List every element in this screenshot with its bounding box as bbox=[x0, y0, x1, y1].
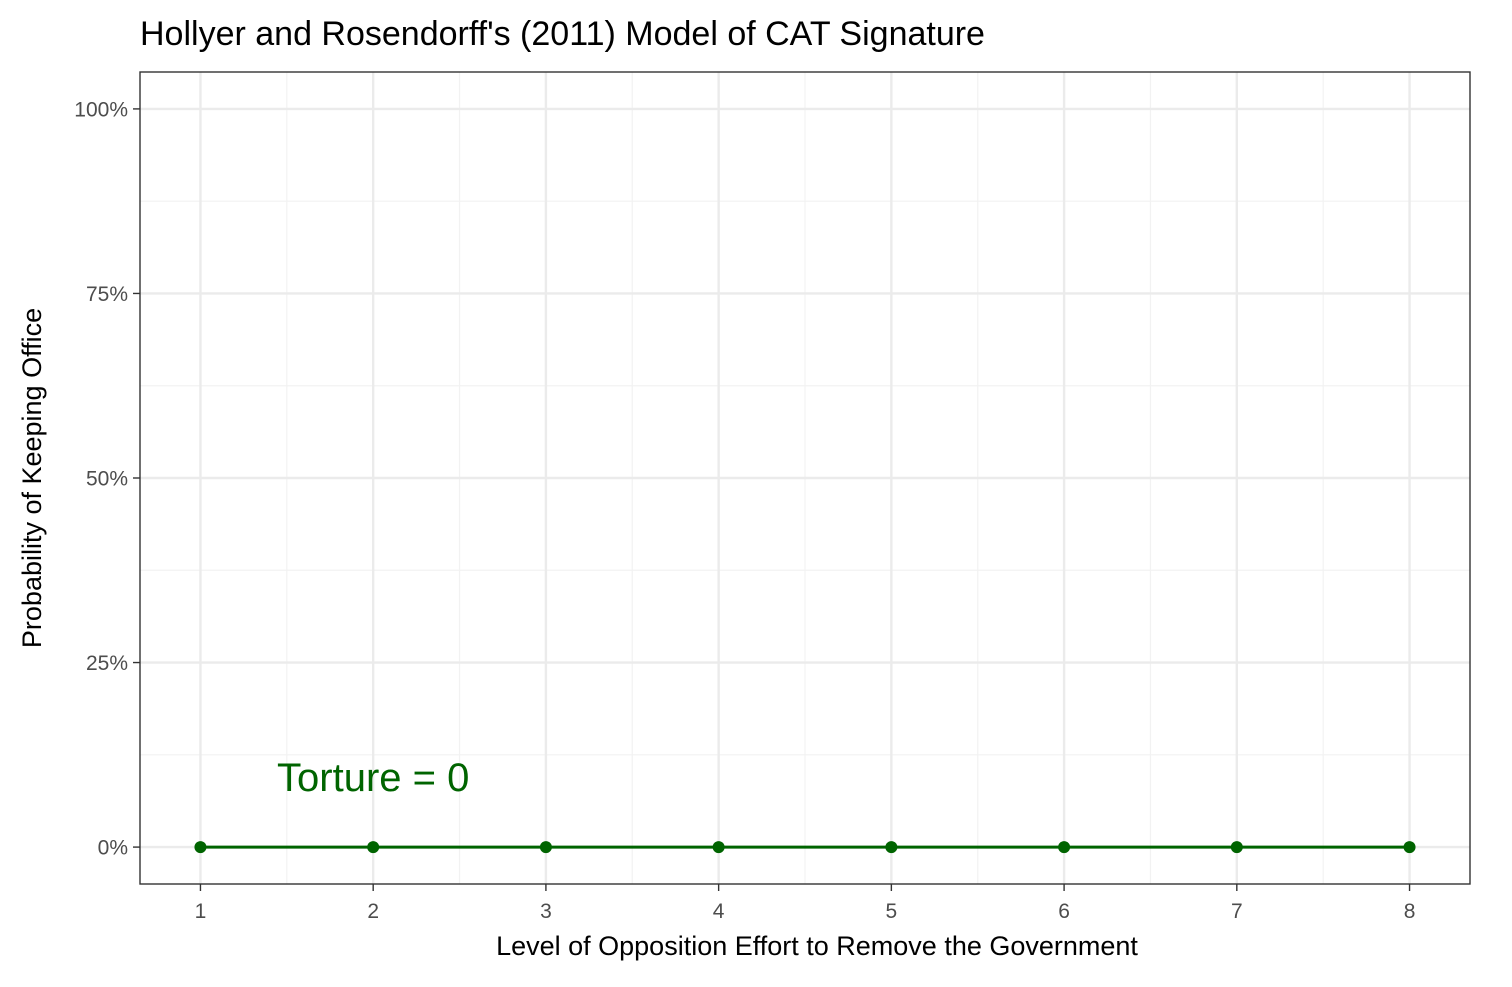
x-tick-label: 7 bbox=[1231, 900, 1243, 923]
data-point bbox=[1058, 841, 1071, 854]
data-point bbox=[1403, 841, 1416, 854]
x-axis-title: Level of Opposition Effort to Remove the… bbox=[496, 931, 1138, 961]
x-tick-label: 2 bbox=[367, 900, 379, 923]
x-tick-label: 8 bbox=[1404, 900, 1416, 923]
y-tick-label: 50% bbox=[86, 468, 128, 491]
y-axis: 0% 25% 50% 75% 100% bbox=[74, 98, 140, 860]
x-tick-label: 6 bbox=[1058, 900, 1070, 923]
data-point bbox=[367, 841, 380, 854]
x-tick-label: 3 bbox=[540, 900, 552, 923]
series-group bbox=[194, 841, 1416, 854]
data-point bbox=[539, 841, 552, 854]
y-tick-label: 100% bbox=[74, 98, 128, 121]
data-point bbox=[194, 841, 207, 854]
y-axis-title: Probability of Keeping Office bbox=[17, 308, 47, 648]
y-tick-label: 25% bbox=[86, 652, 128, 675]
x-tick-label: 4 bbox=[713, 900, 725, 923]
y-tick-label: 75% bbox=[86, 283, 128, 306]
annotation-label: Torture = 0 bbox=[277, 756, 469, 800]
data-point bbox=[712, 841, 725, 854]
x-tick-label: 1 bbox=[195, 900, 207, 923]
data-point bbox=[1230, 841, 1243, 854]
x-axis: 1 2 3 4 5 6 7 8 bbox=[195, 884, 1416, 923]
data-point bbox=[885, 841, 898, 854]
annotations: Torture = 0 bbox=[277, 756, 469, 800]
y-tick-label: 0% bbox=[98, 837, 128, 860]
x-tick-label: 5 bbox=[886, 900, 898, 923]
chart-title: Hollyer and Rosendorff's (2011) Model of… bbox=[140, 15, 985, 53]
